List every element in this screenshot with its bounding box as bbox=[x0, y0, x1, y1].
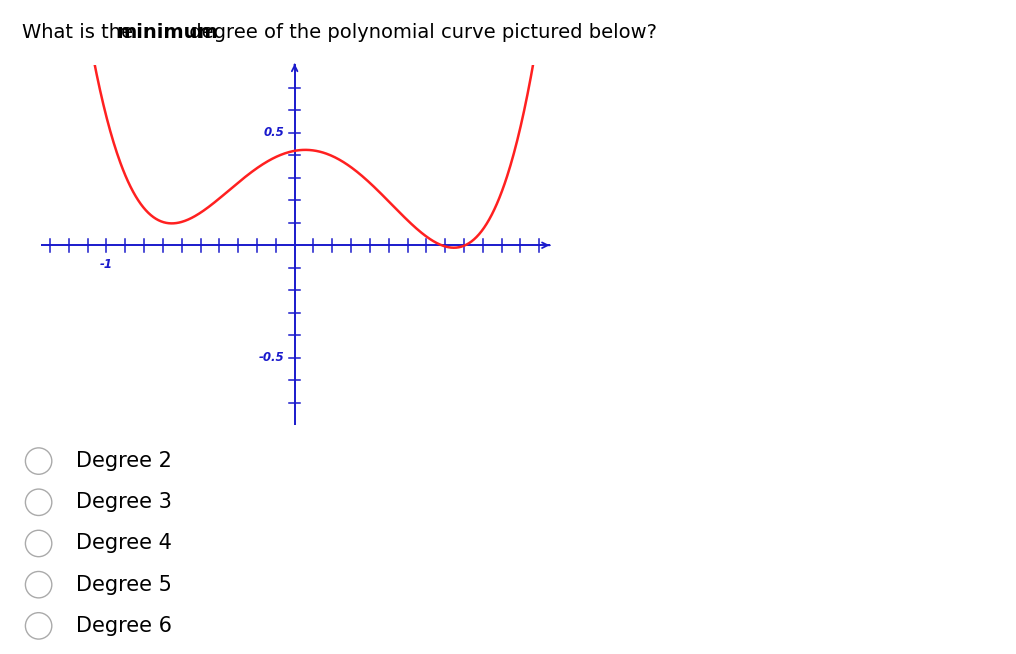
Text: degree of the polynomial curve pictured below?: degree of the polynomial curve pictured … bbox=[183, 23, 657, 42]
Text: -0.5: -0.5 bbox=[259, 351, 284, 364]
Text: Degree 2: Degree 2 bbox=[76, 451, 172, 471]
Text: Degree 6: Degree 6 bbox=[76, 616, 172, 636]
Text: minimum: minimum bbox=[117, 23, 218, 42]
Text: What is the: What is the bbox=[22, 23, 139, 42]
Text: 0.5: 0.5 bbox=[263, 126, 284, 139]
Text: Degree 5: Degree 5 bbox=[76, 575, 172, 594]
Text: -1: -1 bbox=[100, 258, 113, 271]
Text: Degree 3: Degree 3 bbox=[76, 492, 172, 512]
Text: Degree 4: Degree 4 bbox=[76, 534, 172, 553]
